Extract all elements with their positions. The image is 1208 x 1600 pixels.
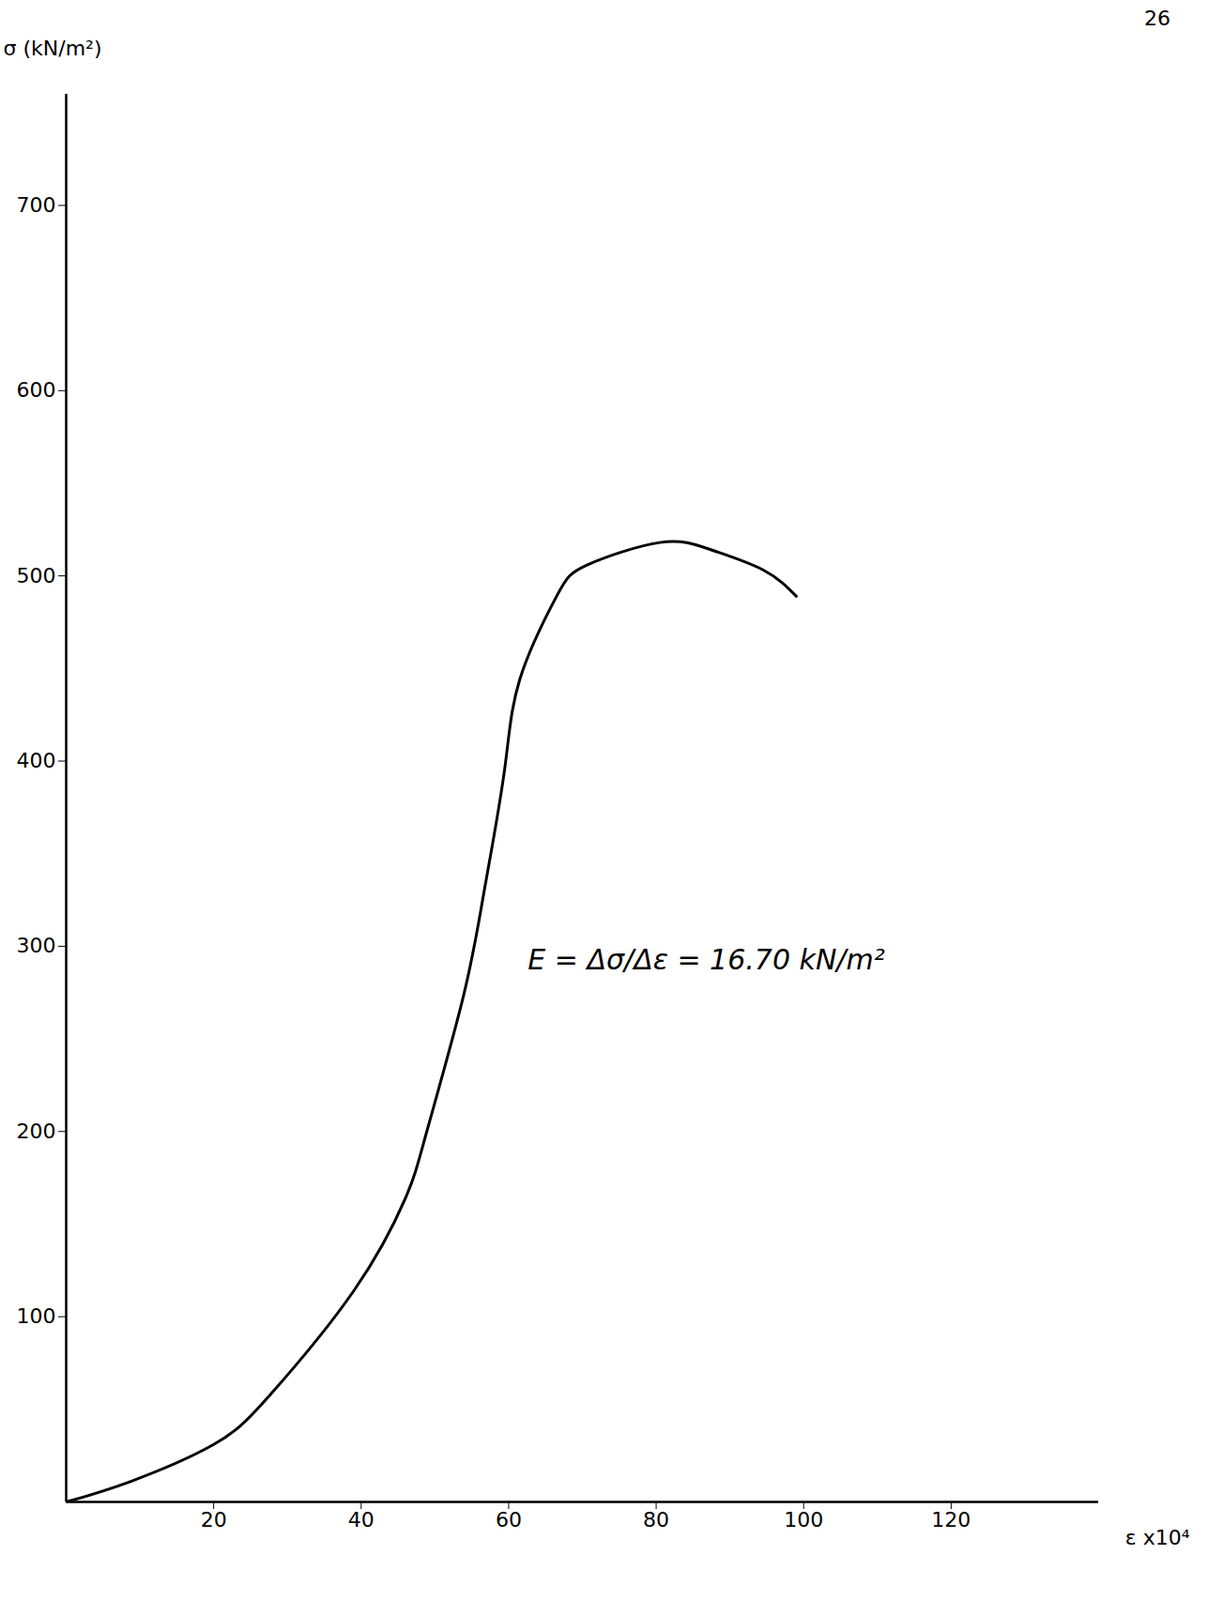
svg-text:60: 60 — [495, 1508, 522, 1532]
svg-text:40: 40 — [348, 1508, 375, 1532]
svg-text:100: 100 — [16, 1304, 57, 1329]
svg-text:120: 120 — [931, 1508, 971, 1532]
svg-text:300: 300 — [16, 933, 57, 958]
svg-text:100: 100 — [783, 1508, 824, 1532]
svg-text:700: 700 — [16, 193, 57, 217]
svg-text:80: 80 — [642, 1508, 670, 1532]
svg-text:ε x10⁴: ε x10⁴ — [1125, 1526, 1191, 1550]
svg-text:σ (kN/m²): σ (kN/m²) — [3, 37, 103, 61]
html-text:26: 26 — [1144, 6, 1171, 31]
svg-text:20: 20 — [200, 1508, 228, 1532]
svg-text:600: 600 — [16, 378, 57, 402]
svg-text:E = Δσ/Δε = 16.70 kN/m²: E = Δσ/Δε = 16.70 kN/m² — [527, 943, 885, 977]
svg-text:200: 200 — [16, 1119, 57, 1144]
svg-text:400: 400 — [16, 749, 57, 773]
svg-text:500: 500 — [16, 564, 57, 588]
